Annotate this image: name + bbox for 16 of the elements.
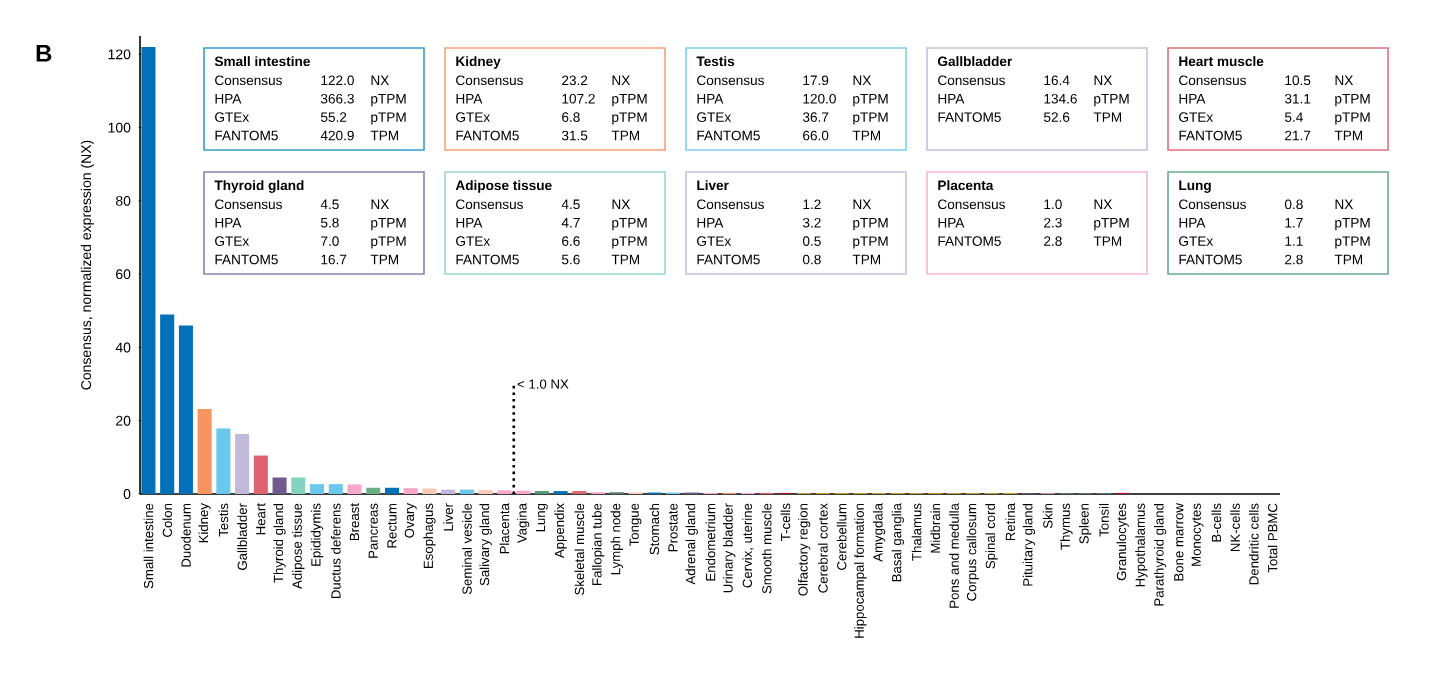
text: B — [36, 45, 52, 62]
bar — [216, 428, 231, 494]
bar — [235, 433, 250, 494]
bar — [310, 484, 325, 494]
bar — [347, 484, 362, 494]
bar — [253, 455, 268, 494]
bar — [422, 488, 437, 494]
bar — [272, 477, 287, 494]
bar — [366, 487, 381, 494]
bar — [197, 408, 212, 494]
bar — [384, 487, 400, 494]
bar — [403, 488, 418, 494]
bar — [178, 325, 193, 494]
bar — [160, 314, 175, 494]
bar — [291, 477, 306, 494]
bar — [328, 484, 343, 494]
